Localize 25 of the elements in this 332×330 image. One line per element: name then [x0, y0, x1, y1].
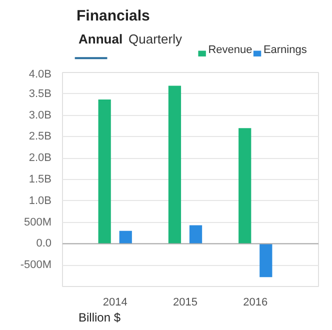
y-tick-label: 1.0B	[28, 194, 52, 207]
y-tick-label: 3.5B	[28, 88, 52, 100]
y-tick-label: 3.0B	[28, 109, 52, 122]
text: Billion $	[78, 310, 121, 324]
y-tick-label: 2.0B	[28, 152, 52, 164]
bar	[260, 244, 272, 278]
text: Quarterly	[128, 32, 182, 46]
legend-label: Earnings	[263, 44, 308, 56]
y-tick-label: 500M	[24, 216, 52, 228]
text: Annual	[78, 32, 123, 46]
bar	[98, 99, 111, 244]
bar	[238, 128, 252, 244]
x-tick-label: 2016	[243, 296, 268, 308]
bar	[119, 230, 132, 244]
bar	[168, 86, 182, 244]
bar	[189, 225, 202, 244]
x-tick-label: 2014	[102, 296, 128, 308]
legend-label: Revenue	[208, 44, 252, 56]
y-tick-label: 2.5B	[28, 130, 52, 143]
y-tick-label: 1.5B	[28, 174, 52, 186]
y-tick-label: -500M	[20, 259, 52, 272]
chart-title: Financials	[76, 8, 150, 24]
y-tick-label: 4.0B	[28, 68, 52, 80]
y-tick-label: 0.0	[36, 238, 52, 250]
x-tick-label: 2015	[173, 296, 198, 308]
